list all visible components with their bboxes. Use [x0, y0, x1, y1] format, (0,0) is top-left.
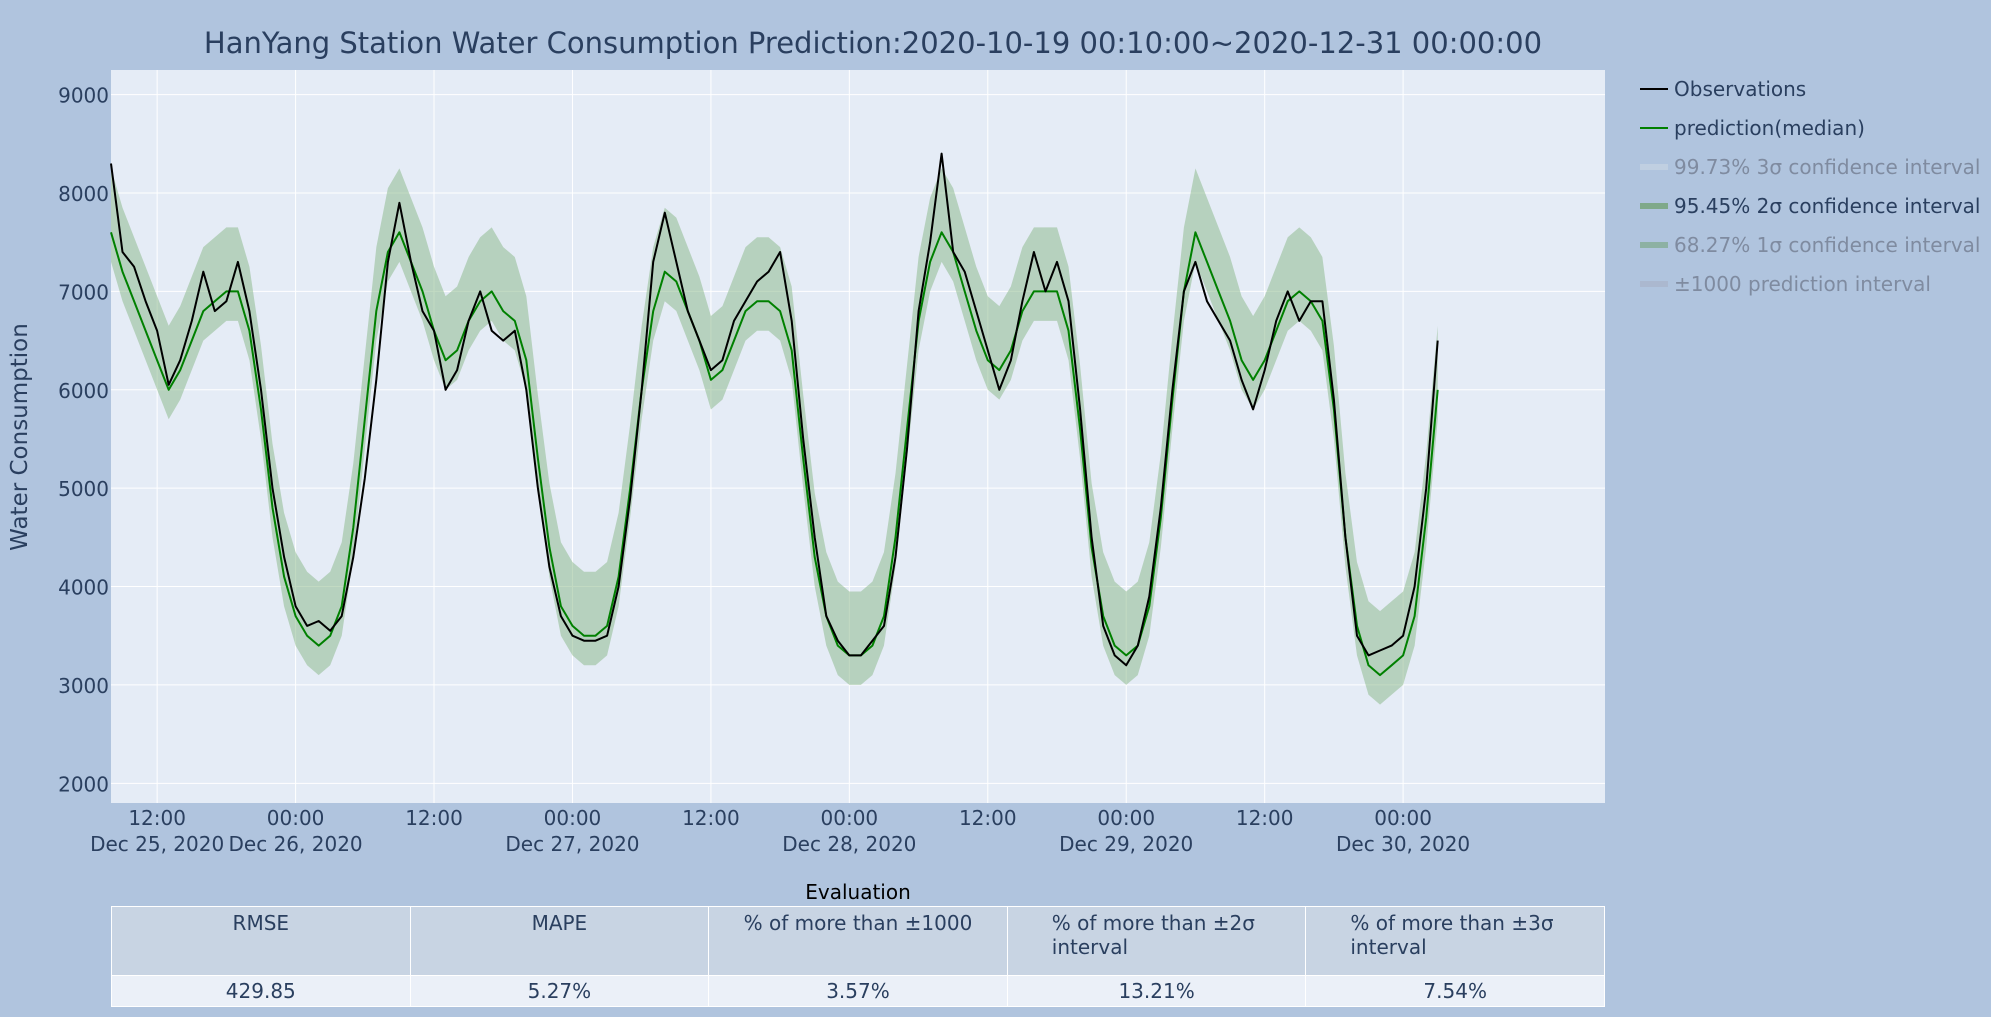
value-pct-1000: 3.57%	[708, 975, 1008, 1007]
y-tick-label: 3000	[58, 674, 109, 698]
legend-item-label: 68.27% 1σ confidence interval	[1674, 233, 1980, 257]
y-tick-label: 9000	[58, 84, 109, 108]
confidence-band-2sigma	[111, 168, 1438, 705]
legend-item-label: 99.73% 3σ confidence interval	[1674, 155, 1980, 179]
header-pct-3sigma: % of more than ±3σ interval	[1305, 906, 1605, 976]
y-tick-label: 8000	[58, 182, 109, 206]
evaluation-title: Evaluation	[805, 880, 911, 904]
x-tick-date-label: Dec 26, 2020	[229, 832, 363, 856]
evaluation-table: RMSE MAPE % of more than ±1000 % of more…	[111, 906, 1605, 1007]
legend-item-label: Observations	[1674, 77, 1806, 101]
chart-title: HanYang Station Water Consumption Predic…	[204, 26, 1542, 60]
series-lines	[110, 152, 1439, 677]
chart: HanYang Station Water Consumption Predic…	[7, 26, 1980, 856]
y-tick-label: 2000	[58, 772, 109, 796]
legend: Observations prediction(median) 99.73% 3σ …	[1640, 77, 1980, 296]
series-line-observations	[110, 152, 1439, 667]
x-tick-date-label: Dec 25, 2020	[90, 832, 224, 856]
x-tick-label: 12:00	[682, 806, 740, 830]
value-rmse: 429.85	[111, 975, 411, 1007]
x-tick-label: 00:00	[544, 806, 602, 830]
x-tick-label: 12:00	[128, 806, 186, 830]
x-tick-date-label: Dec 29, 2020	[1059, 832, 1193, 856]
x-tick-label: 12:00	[1236, 806, 1294, 830]
legend-item-label: ±1000 prediction interval	[1674, 272, 1931, 296]
x-tick-label: 00:00	[821, 806, 879, 830]
y-tick-label: 5000	[58, 477, 109, 501]
value-pct-2sigma: 13.21%	[1006, 975, 1307, 1007]
y-tick-label: 6000	[58, 379, 109, 403]
header-rmse: RMSE	[111, 906, 411, 976]
x-tick-date-label: Dec 27, 2020	[505, 832, 639, 856]
y-tick-label: 4000	[58, 576, 109, 600]
value-mape: 5.27%	[409, 975, 710, 1007]
legend-item-label: prediction(median)	[1674, 116, 1865, 140]
legend-item-label: 95.45% 2σ confidence interval	[1674, 194, 1980, 218]
header-mape: MAPE	[409, 906, 710, 976]
y-tick-label: 7000	[58, 280, 109, 304]
x-tick-label: 12:00	[959, 806, 1017, 830]
header-pct-2sigma: % of more than ±2σ interval	[1006, 906, 1307, 976]
evaluation-value-row: 429.85 5.27% 3.57% 13.21% 7.54%	[111, 975, 1605, 1007]
x-tick-date-label: Dec 28, 2020	[782, 832, 916, 856]
evaluation-header-row: RMSE MAPE % of more than ±1000 % of more…	[111, 906, 1605, 976]
x-tick-label: 00:00	[1374, 806, 1432, 830]
y-axis-label: Water Consumption	[7, 323, 33, 551]
y-axis: 2000 3000 4000 5000 6000 7000 8000 9000	[58, 84, 109, 797]
x-tick-label: 12:00	[405, 806, 463, 830]
x-tick-label: 00:00	[1097, 806, 1155, 830]
confidence-band	[111, 168, 1438, 705]
header-pct-1000: % of more than ±1000	[708, 906, 1008, 976]
x-tick-date-label: Dec 30, 2020	[1336, 832, 1470, 856]
x-tick-label: 00:00	[267, 806, 325, 830]
series-line-prediction-median	[110, 231, 1439, 677]
value-pct-3sigma: 7.54%	[1305, 975, 1605, 1007]
